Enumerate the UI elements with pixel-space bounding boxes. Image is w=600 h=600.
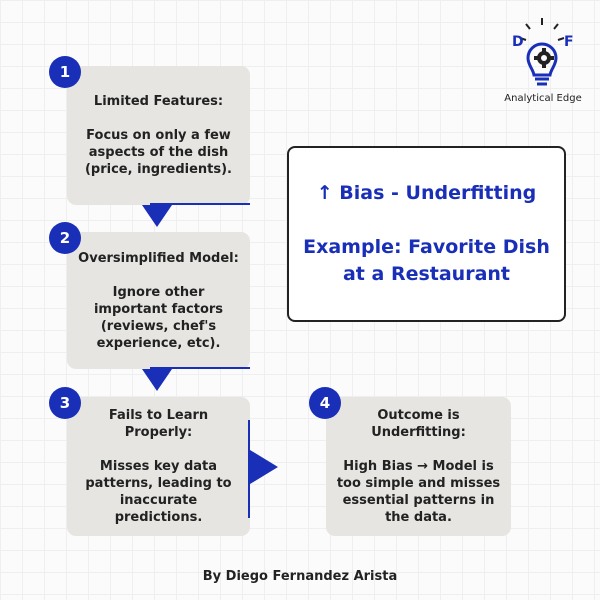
step-2-box: Oversimplified Model: Ignore other impor… (67, 232, 250, 369)
step-2-title: Oversimplified Model: (78, 250, 239, 266)
author-credit: By Diego Fernandez Arista (202, 569, 398, 584)
step-3-title: Fails to Learn Properly: (108, 408, 209, 440)
logo-letter-left: D (512, 34, 524, 50)
arrow-down-1-icon (142, 205, 172, 227)
callout-example: Example: Favorite Dish at a Restaurant (303, 236, 550, 285)
callout-heading: ↑ Bias - Underfitting (316, 182, 537, 204)
step-4-box: Outcome is Underfitting: High Bias → Mod… (326, 397, 511, 536)
lightbulb-gear-logo-icon: D F (512, 18, 574, 86)
step-3-body: Misses key data patterns, leading to ina… (85, 459, 232, 525)
step-1-body: Focus on only a few aspects of the dish … (84, 128, 232, 177)
step-4-badge: 4 (309, 387, 341, 419)
step-1-connector (150, 203, 250, 205)
step-3-badge: 3 (49, 387, 81, 419)
arrow-down-2-icon (142, 369, 172, 391)
step-2-badge: 2 (49, 222, 81, 254)
step-4-body: High Bias → Model is too simple and miss… (336, 459, 501, 525)
logo-letter-right: F (564, 34, 574, 50)
step-3-box: Fails to Learn Properly: Misses key data… (67, 397, 250, 536)
step-1-badge: 1 (49, 56, 81, 88)
step-1-title: Limited Features: (93, 94, 224, 109)
step-2-connector (150, 367, 250, 369)
step-3-connector (248, 420, 250, 518)
arrow-right-icon (250, 450, 278, 484)
step-2-body: Ignore other important factors (reviews,… (93, 284, 224, 351)
step-1-box: Limited Features: Focus on only a few as… (67, 66, 250, 205)
logo-caption: Analytical Edge (504, 93, 582, 104)
step-4-title: Outcome is Underfitting: (371, 408, 466, 440)
bias-underfitting-callout: ↑ Bias - Underfitting Example: Favorite … (287, 146, 566, 322)
